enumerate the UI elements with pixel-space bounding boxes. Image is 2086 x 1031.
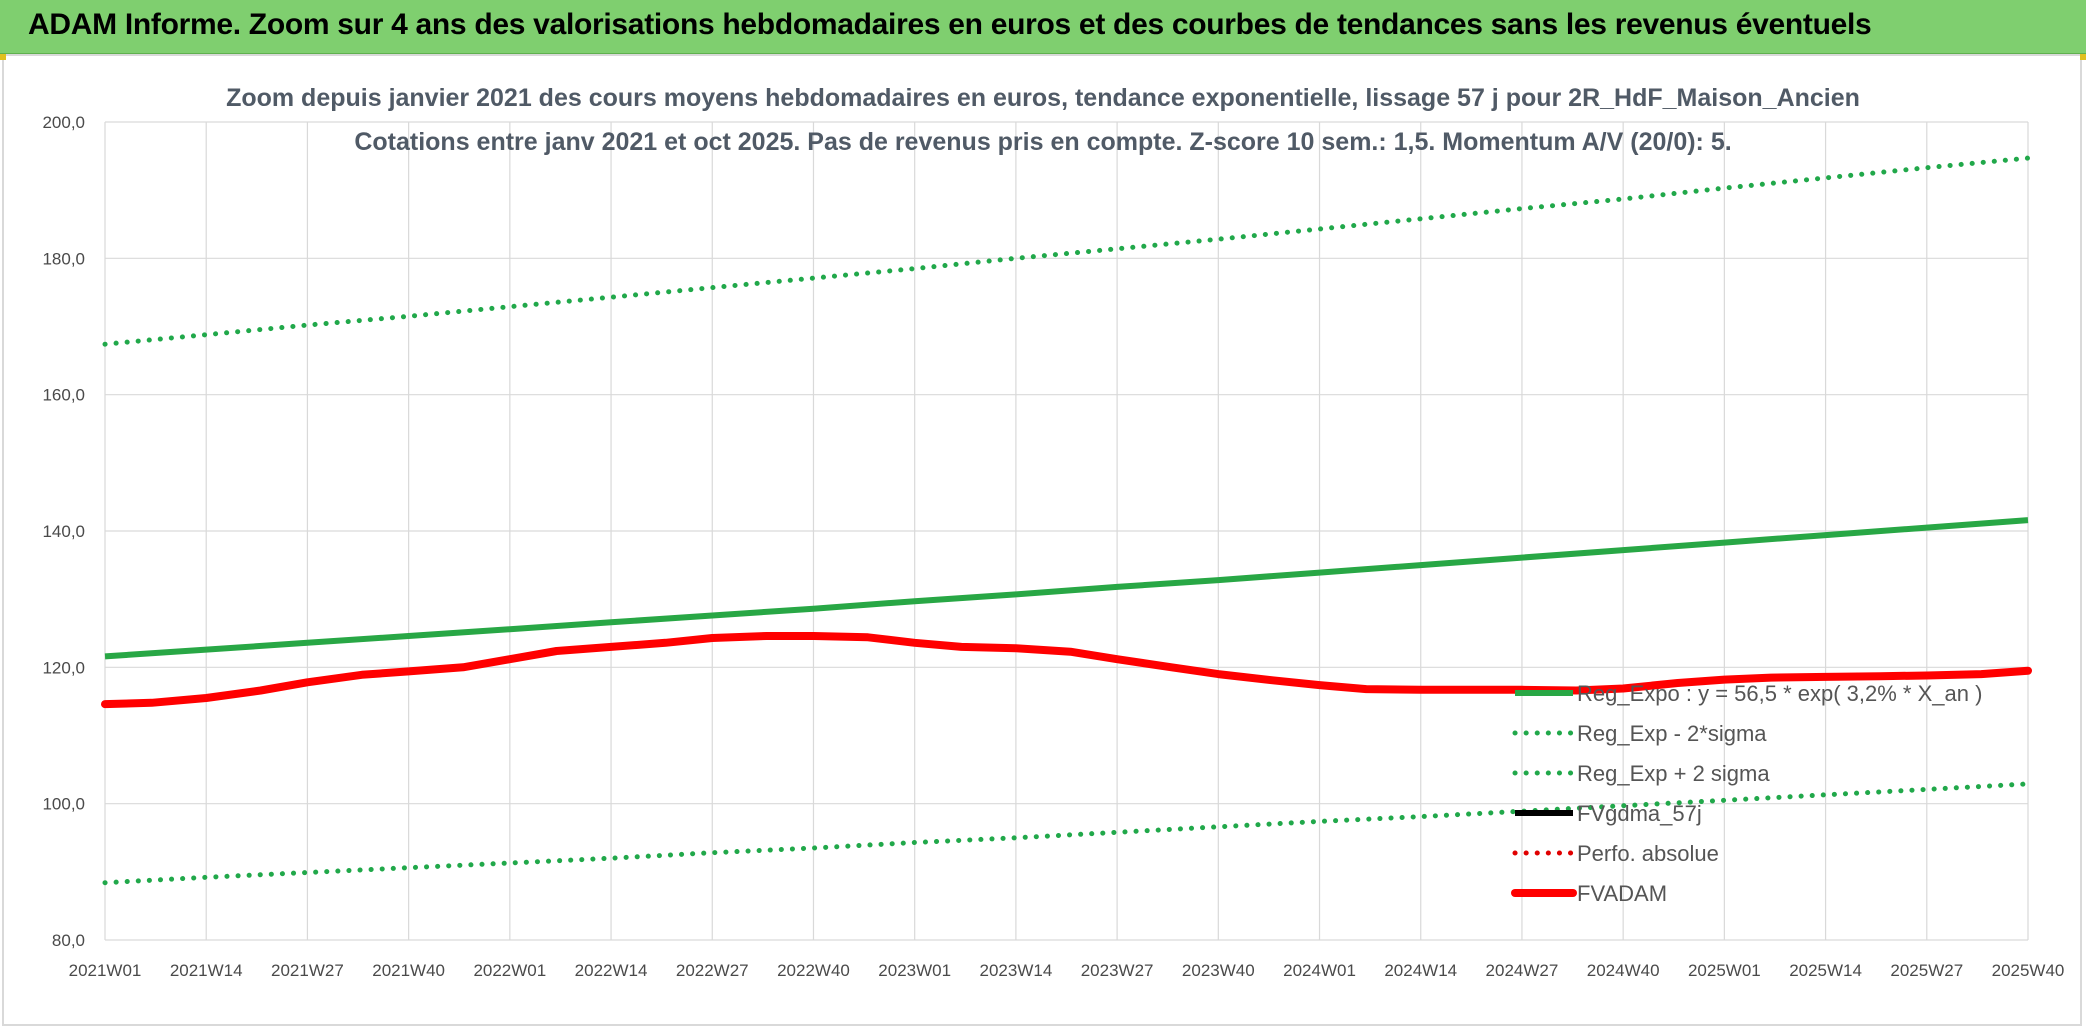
legend-label-perfo-absolue: Perfo. absolue (1577, 841, 1719, 866)
x-tick-label: 2021W01 (69, 961, 142, 980)
y-tick-label: 100,0 (42, 795, 85, 814)
x-tick-label: 2025W01 (1688, 961, 1761, 980)
series-layer (101, 155, 2032, 886)
frame-corner-marker (2080, 54, 2086, 60)
x-tick-label: 2023W27 (1081, 961, 1154, 980)
y-tick-label: 200,0 (42, 113, 85, 132)
legend-label-fvgdma-57j: FVgdma_57j (1577, 801, 1702, 826)
grid-layer (104, 121, 2029, 941)
chart-title: Zoom depuis janvier 2021 des cours moyen… (226, 84, 1860, 112)
report-banner: ADAM Informe. Zoom sur 4 ans des valoris… (0, 0, 2086, 54)
x-tick-label: 2021W14 (170, 961, 243, 980)
x-tick-label: 2023W14 (980, 961, 1053, 980)
x-tick-label: 2025W27 (1890, 961, 1963, 980)
series-line-reg-exp-2-sigma (102, 781, 2031, 886)
series-line-reg-exp-2-sigma (102, 155, 2031, 347)
x-tick-label: 2023W40 (1182, 961, 1255, 980)
y-tick-label: 140,0 (42, 522, 85, 541)
x-tick-label: 2022W27 (676, 961, 749, 980)
legend-label-reg-exp-2-sigma: Reg_Exp - 2*sigma (1577, 721, 1767, 746)
chart-subtitle: Cotations entre janv 2021 et oct 2025. P… (354, 128, 1732, 156)
x-tick-label: 2024W14 (1384, 961, 1457, 980)
x-tick-label: 2025W14 (1789, 961, 1862, 980)
x-tick-label: 2025W40 (1992, 961, 2065, 980)
x-tick-label: 2022W14 (575, 961, 648, 980)
axis-labels: 80,0 100,0 120,0 140,0 160,0 180,0 200,0 2021W0… (42, 113, 2064, 980)
x-tick-label: 2021W40 (372, 961, 445, 980)
series-line-reg-expo-y-56-5-exp-3-2-x-an (104, 517, 2029, 660)
frame-corner-marker (0, 54, 6, 60)
series-line-fvadam (101, 632, 2032, 709)
x-tick-label: 2022W01 (473, 961, 546, 980)
x-tick-label: 2021W27 (271, 961, 344, 980)
x-tick-label: 2023W01 (878, 961, 951, 980)
y-tick-label: 120,0 (42, 658, 85, 677)
legend-label-fvadam: FVADAM (1577, 881, 1667, 906)
report-title: ADAM Informe. Zoom sur 4 ans des valoris… (28, 8, 1872, 41)
x-tick-label: 2024W40 (1587, 961, 1660, 980)
legend-label-reg-exp-2-sigma: Reg_Exp + 2 sigma (1577, 761, 1770, 786)
y-tick-label: 180,0 (42, 249, 85, 268)
x-tick-label: 2024W27 (1486, 961, 1559, 980)
legend: Reg_Expo : y = 56,5 * exp( 3,2% * X_an )… (1511, 681, 1982, 906)
x-tick-label: 2024W01 (1283, 961, 1356, 980)
x-tick-label: 2022W40 (777, 961, 850, 980)
legend-label-reg-expo-y-56-5-exp-3-2-x-an: Reg_Expo : y = 56,5 * exp( 3,2% * X_an ) (1577, 681, 1982, 706)
y-tick-label: 160,0 (42, 386, 85, 405)
y-tick-label: 80,0 (52, 931, 85, 950)
